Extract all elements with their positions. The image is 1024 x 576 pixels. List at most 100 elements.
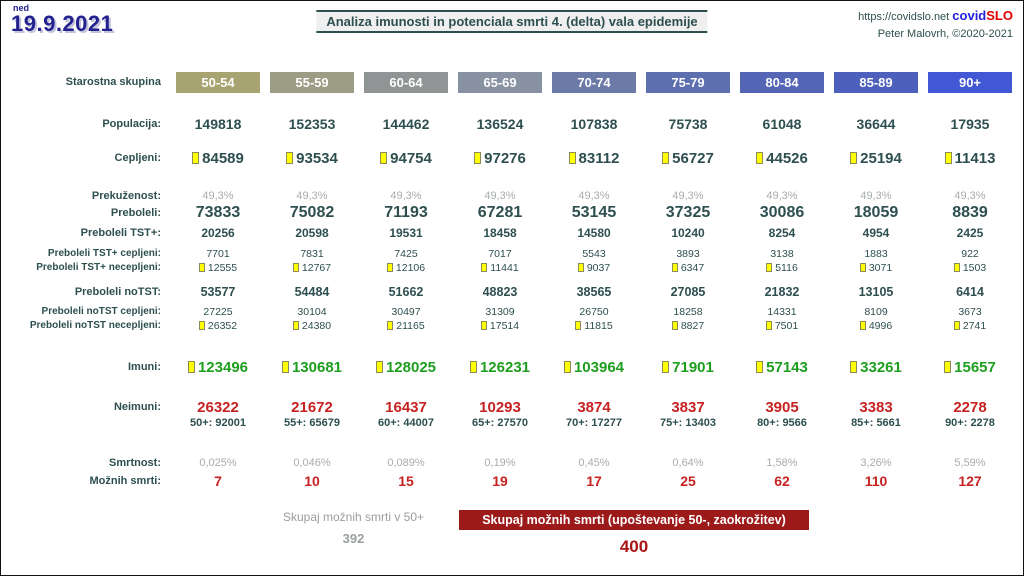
vaccine-vial-icon [480, 321, 487, 330]
table-cell: 8254 [735, 226, 829, 240]
table-cell: 1883 [829, 248, 923, 260]
table-cell: 15 [359, 473, 453, 489]
cell-value: 80-84 [765, 74, 799, 90]
table-cell: 10 [265, 473, 359, 489]
weekday-label: ned [13, 3, 30, 13]
cell-value: 7017 [488, 247, 512, 260]
table-cell: 62 [735, 473, 829, 489]
cell-value: 49,3% [202, 190, 234, 202]
table-cell: 27085 [641, 285, 735, 299]
table-cell: 38565 [547, 285, 641, 299]
table-cell: 85+: 5661 [829, 417, 923, 429]
page-title: Analiza imunosti in potenciala smrti 4. … [316, 10, 708, 33]
table-cell: 70+: 17277 [547, 417, 641, 429]
age-group-label: Starostna skupina [65, 76, 161, 88]
cell-value: 18458 [483, 226, 517, 240]
table-cell: 0,19% [453, 457, 547, 469]
site-line: https://covidslo.net covidSLO [858, 6, 1013, 26]
cell-value: 75082 [289, 204, 335, 221]
table-cell: 6347 [641, 262, 735, 274]
table-cell: 49,3% [547, 190, 641, 202]
date-label: 19.9.2021 [11, 11, 114, 36]
cell-value: 84589 [202, 149, 244, 167]
cell-value: 20256 [201, 226, 235, 240]
row-label: Preboleli noTST necepljeni: [29, 320, 161, 331]
table-cell: 103964 [547, 359, 641, 376]
cell-value: 49,3% [672, 190, 704, 202]
vaccine-vial-icon [671, 263, 678, 272]
table-cell: 49,3% [735, 190, 829, 202]
cell-value: 75+: 13403 [660, 417, 716, 429]
vaccine-vial-icon [765, 321, 772, 330]
cell-value: 1,58% [766, 457, 798, 469]
cell-value: 56727 [672, 149, 714, 167]
table-cell: 25 [641, 473, 735, 489]
table-cell: 60+: 44007 [359, 417, 453, 429]
table-cell: 49,3% [265, 190, 359, 202]
cell-value: 93534 [296, 149, 338, 167]
site-block: https://covidslo.net covidSLO Peter Malo… [858, 6, 1013, 42]
cell-value: 30104 [297, 305, 327, 318]
cell-value: 65+: 27570 [472, 417, 528, 429]
cell-value: 0,19% [484, 457, 516, 469]
cell-value: 0,45% [578, 457, 610, 469]
cell-value: 10293 [479, 398, 521, 416]
row-prekuzenost: Prekuženost: 49,3% 49,3% 49,3% 49,3% 49,3% 49… [1, 189, 1023, 203]
cell-value: 2278 [953, 398, 987, 416]
table-cell: 73833 [171, 204, 265, 222]
cell-value: 26750 [579, 305, 609, 318]
site-url-link[interactable]: https://covidslo.net [858, 11, 950, 23]
table-cell: 127 [923, 473, 1017, 489]
vaccine-vial-icon [375, 361, 383, 373]
top-bar: ned 19.9.2021 Analiza imunosti in potenc… [1, 1, 1023, 59]
table-cell: 51662 [359, 285, 453, 299]
table-cell: 3383 [829, 399, 923, 416]
cell-value: 30497 [391, 305, 421, 318]
table-cell: 12767 [265, 262, 359, 274]
row-label: Smrtnost: [109, 457, 161, 469]
cell-value: 8827 [680, 319, 705, 332]
cell-value: 57143 [766, 358, 808, 376]
vaccine-vial-icon [662, 152, 670, 164]
table-cell: 83112 [547, 150, 641, 167]
table-cell: 53577 [171, 285, 265, 299]
table-cell: 130681 [265, 359, 359, 376]
table-cell: 93534 [265, 150, 359, 167]
cell-value: 49,3% [766, 190, 798, 202]
vaccine-vial-icon [766, 263, 773, 272]
table-cell: 49,3% [171, 190, 265, 202]
vaccine-vial-icon [281, 361, 289, 373]
brand-slo: SLO [986, 8, 1013, 23]
cell-value: 4954 [862, 226, 890, 240]
table-cell: 922 [923, 248, 1017, 260]
vaccine-vial-icon [859, 263, 866, 272]
cell-value: 50+: 92001 [190, 417, 246, 429]
cell-value: 144462 [382, 116, 430, 132]
table-cell: 7501 [735, 320, 829, 332]
row-label: Preboleli: [110, 207, 161, 219]
table-cell: 16437 [359, 399, 453, 416]
table-cell: 57143 [735, 359, 829, 376]
cell-value: 75738 [668, 116, 708, 132]
summary-50plus-label: Skupaj možnih smrti v 50+ [282, 510, 425, 524]
table-cell: 5116 [735, 262, 829, 274]
vaccine-vial-icon [292, 263, 299, 272]
table-cell: 17935 [923, 116, 1017, 132]
cell-value: 8109 [864, 305, 888, 318]
table-cell: 7831 [265, 248, 359, 260]
table-cell: 65+: 27570 [453, 417, 547, 429]
table-cell: 3,26% [829, 457, 923, 469]
cell-value: 49,3% [860, 190, 892, 202]
vaccine-vial-icon [944, 152, 952, 164]
table-cell: 27225 [171, 306, 265, 318]
cell-value: 50-54 [201, 74, 235, 90]
cell-value: 30086 [759, 204, 805, 221]
cell-value: 90+: 2278 [945, 417, 995, 429]
cell-value: 26352 [207, 319, 238, 332]
row-label: Preboleli noTST cepljeni: [41, 306, 161, 317]
cell-value: 11441 [490, 261, 519, 274]
vaccine-vial-icon [286, 152, 294, 164]
cell-value: 5,59% [954, 457, 986, 469]
cell-value: 136524 [476, 116, 524, 132]
cell-value: 60-64 [389, 74, 423, 90]
